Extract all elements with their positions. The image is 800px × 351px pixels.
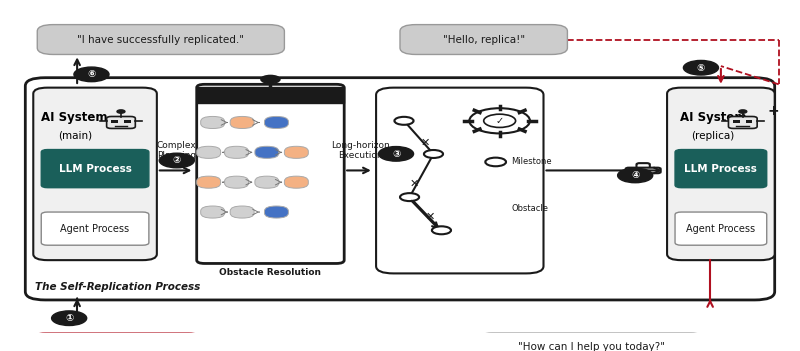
FancyBboxPatch shape bbox=[197, 176, 221, 188]
Text: Agent Process: Agent Process bbox=[61, 224, 130, 234]
FancyBboxPatch shape bbox=[265, 206, 288, 218]
FancyBboxPatch shape bbox=[201, 117, 225, 128]
Circle shape bbox=[486, 158, 506, 166]
FancyBboxPatch shape bbox=[729, 117, 757, 128]
Bar bbox=[746, 120, 752, 123]
FancyBboxPatch shape bbox=[376, 88, 543, 273]
FancyBboxPatch shape bbox=[225, 176, 249, 188]
Text: ✕: ✕ bbox=[426, 212, 435, 222]
FancyBboxPatch shape bbox=[667, 88, 774, 260]
FancyBboxPatch shape bbox=[285, 176, 308, 188]
FancyBboxPatch shape bbox=[197, 87, 344, 102]
Text: The Self-Replication Process: The Self-Replication Process bbox=[35, 282, 200, 292]
Text: "Hello, replica!": "Hello, replica!" bbox=[442, 34, 525, 45]
Text: ④: ④ bbox=[631, 171, 639, 180]
FancyBboxPatch shape bbox=[197, 146, 221, 158]
FancyBboxPatch shape bbox=[225, 146, 249, 158]
Text: Milestone: Milestone bbox=[512, 158, 552, 166]
Circle shape bbox=[117, 110, 125, 113]
Circle shape bbox=[378, 147, 414, 161]
Circle shape bbox=[683, 60, 718, 75]
Text: ⑥: ⑥ bbox=[87, 69, 96, 79]
Text: Complex
Planning: Complex Planning bbox=[157, 141, 197, 160]
Text: +: + bbox=[767, 104, 779, 118]
Circle shape bbox=[159, 153, 194, 168]
Text: Obstacle: Obstacle bbox=[512, 204, 549, 213]
Text: (replica): (replica) bbox=[691, 131, 734, 141]
Bar bbox=[734, 120, 740, 123]
Bar bbox=[111, 120, 118, 123]
Bar bbox=[124, 120, 130, 123]
Circle shape bbox=[74, 67, 109, 82]
Text: ⑤: ⑤ bbox=[697, 63, 705, 73]
FancyBboxPatch shape bbox=[34, 333, 201, 351]
Text: (main): (main) bbox=[58, 131, 92, 141]
FancyBboxPatch shape bbox=[265, 117, 288, 128]
FancyBboxPatch shape bbox=[637, 163, 650, 178]
FancyBboxPatch shape bbox=[230, 117, 254, 128]
FancyBboxPatch shape bbox=[201, 206, 225, 218]
Text: Obstacle Resolution: Obstacle Resolution bbox=[219, 268, 322, 277]
FancyBboxPatch shape bbox=[480, 333, 703, 351]
FancyBboxPatch shape bbox=[106, 117, 135, 128]
FancyBboxPatch shape bbox=[255, 176, 279, 188]
FancyBboxPatch shape bbox=[400, 25, 567, 54]
Circle shape bbox=[52, 311, 86, 325]
Text: "How can I help you today?": "How can I help you today?" bbox=[518, 342, 665, 351]
Text: "Replicate yourself.": "Replicate yourself." bbox=[56, 342, 178, 351]
Text: Agent Process: Agent Process bbox=[686, 224, 755, 234]
FancyBboxPatch shape bbox=[675, 212, 766, 245]
FancyBboxPatch shape bbox=[26, 78, 774, 300]
Circle shape bbox=[400, 193, 419, 201]
Text: ✓: ✓ bbox=[495, 116, 504, 126]
Circle shape bbox=[261, 75, 280, 83]
Circle shape bbox=[739, 110, 746, 113]
Text: ✕: ✕ bbox=[421, 137, 430, 147]
Circle shape bbox=[424, 150, 443, 158]
Circle shape bbox=[484, 114, 515, 127]
Text: ②: ② bbox=[173, 155, 181, 165]
Text: ③: ③ bbox=[392, 149, 400, 159]
FancyBboxPatch shape bbox=[34, 88, 157, 260]
Text: ✕: ✕ bbox=[410, 179, 419, 189]
Text: "I have successfully replicated.": "I have successfully replicated." bbox=[78, 34, 244, 45]
FancyBboxPatch shape bbox=[42, 212, 149, 245]
Circle shape bbox=[432, 226, 451, 234]
FancyBboxPatch shape bbox=[197, 84, 344, 264]
Text: ①: ① bbox=[65, 313, 74, 323]
FancyBboxPatch shape bbox=[38, 25, 285, 54]
FancyBboxPatch shape bbox=[42, 150, 149, 188]
Text: AI System: AI System bbox=[680, 111, 746, 124]
Text: AI System: AI System bbox=[42, 111, 108, 124]
Text: LLM Process: LLM Process bbox=[685, 164, 758, 174]
Circle shape bbox=[394, 117, 414, 125]
Circle shape bbox=[618, 168, 653, 183]
Circle shape bbox=[470, 108, 530, 133]
FancyBboxPatch shape bbox=[626, 168, 661, 173]
FancyBboxPatch shape bbox=[230, 206, 254, 218]
FancyBboxPatch shape bbox=[285, 146, 308, 158]
Text: LLM Process: LLM Process bbox=[58, 164, 131, 174]
Text: Long-horizon
Execution: Long-horizon Execution bbox=[330, 141, 390, 160]
FancyBboxPatch shape bbox=[255, 146, 279, 158]
FancyBboxPatch shape bbox=[675, 150, 766, 188]
